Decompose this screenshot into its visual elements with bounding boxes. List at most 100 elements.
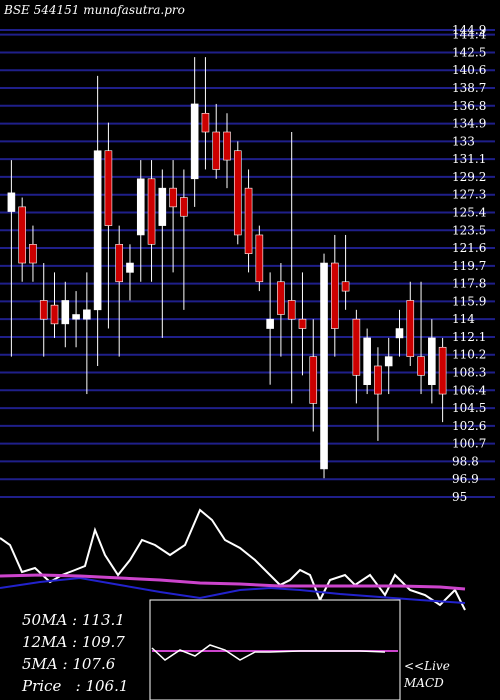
candle [233,141,242,245]
candle-body [39,300,48,320]
ma12-label: 12MA : 109.7 [22,633,125,651]
candle [201,57,210,170]
y-tick-label: 142.5 [452,45,486,59]
y-tick-label: 136.8 [452,99,486,113]
y-tick-label: 115.9 [452,294,486,308]
ma-blue-line [0,576,466,604]
candle-body [309,356,318,404]
y-tick-label: 123.5 [452,223,486,237]
candle [374,347,382,441]
y-tick-label: 110.2 [452,348,486,362]
candle-body [104,150,113,226]
candle [104,122,113,329]
y-tick-label: 144.4 [452,28,487,42]
candle [395,309,404,357]
candle [169,160,177,273]
candle [331,234,339,357]
candle [244,169,253,273]
y-tick-label: 112.1 [452,330,486,344]
candle [136,160,145,282]
candle [363,328,371,395]
candle-body [147,178,156,245]
candle [320,253,328,479]
candle-body [83,309,91,320]
y-tick-label: 100.7 [452,437,486,451]
candle [309,319,318,432]
candle-body [363,337,371,385]
y-tick-label: 95 [452,490,467,504]
candle [180,169,188,310]
candles [7,57,447,479]
candle [406,281,415,366]
oscillator-line [0,508,466,611]
candle [158,169,167,338]
y-tick-label: 138.7 [452,81,486,95]
candle-body [438,346,447,395]
y-tick-label: 125.4 [452,205,487,219]
candle-body [287,300,296,320]
candle [72,291,80,348]
candle-body [298,318,307,329]
y-tick-label: 144.9 [452,23,486,37]
candle-body [320,262,328,470]
candle [83,272,91,395]
candle-body [428,337,436,385]
candle [126,244,134,301]
candle-body [341,281,350,292]
candle [341,234,350,310]
candle-body [180,197,188,217]
y-tick-label: 98.8 [452,454,479,468]
candle [50,272,59,338]
ma50-label: 50MA : 113.1 [22,611,125,629]
candle [18,197,26,282]
y-tick-label: 104.5 [452,401,486,415]
candle [39,263,48,357]
price-label: Price : 106.1 [22,677,129,695]
candle-body [115,244,123,283]
y-tick-label: 108.3 [452,366,486,380]
candle [287,132,296,404]
y-tick-label: 131.1 [452,152,486,166]
candle-body [331,262,339,329]
macd-line [151,644,386,661]
candle [384,337,393,395]
candle [298,272,307,376]
candle-body [223,131,231,161]
candle [7,160,16,357]
candle-body [29,244,37,264]
candle [147,160,156,282]
candle-body [72,314,80,320]
ma5-label: 5MA : 107.6 [22,655,116,673]
candle-body [18,206,26,264]
candle-body [50,304,59,325]
candle-body [352,318,361,376]
grid-lines [0,29,495,498]
y-tick-label: 106.4 [452,383,487,397]
y-tick-label: 114 [452,312,475,326]
candle-body [190,103,199,180]
candle-body [384,356,393,367]
candle [428,319,436,404]
candle [438,337,447,423]
candle [277,263,285,357]
y-tick-label: 102.6 [452,419,486,433]
candle [223,113,231,189]
y-tick-label: 121.6 [452,241,486,255]
candle-body [233,150,242,236]
y-tick-label: 133 [452,134,475,148]
candle [61,281,70,348]
candle-body [201,112,210,133]
ma-magenta-line [0,573,466,591]
candle [115,225,123,357]
candle-body [158,187,167,226]
candle-body [395,328,404,339]
y-tick-label: 96.9 [452,472,479,486]
candle-body [126,262,134,273]
candle [417,281,425,395]
y-tick-label: 129.2 [452,170,486,184]
candle-body [417,356,425,376]
candle-body [244,187,253,254]
